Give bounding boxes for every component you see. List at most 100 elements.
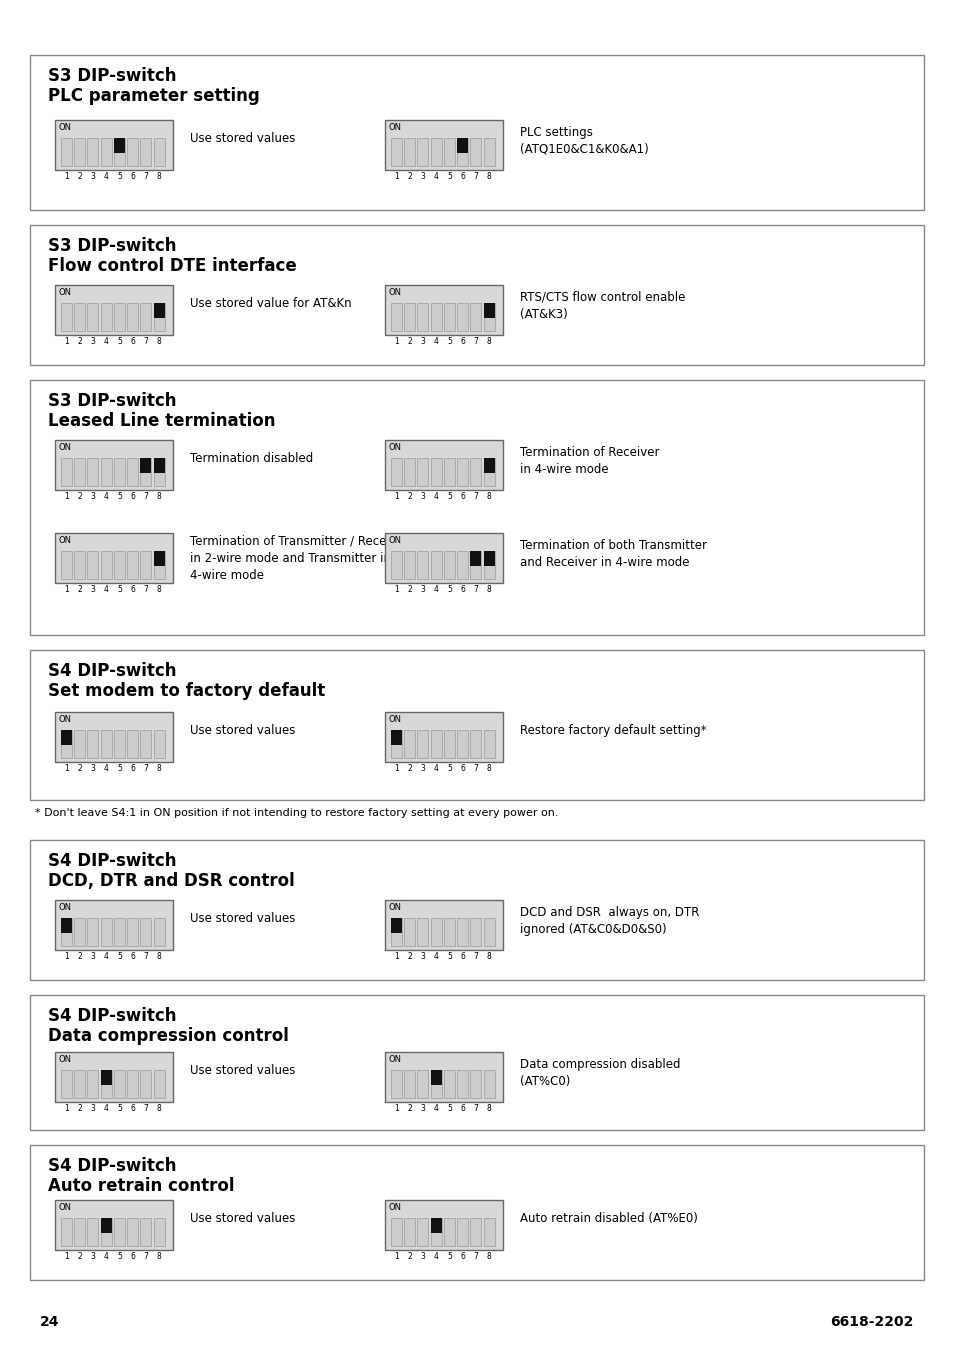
Bar (113, 730, 125, 758)
Bar (153, 458, 165, 486)
Bar (127, 303, 138, 330)
Text: 8: 8 (156, 764, 161, 773)
Bar (140, 458, 152, 486)
Bar (404, 551, 415, 580)
Bar (483, 551, 495, 566)
Bar (30, 650, 923, 800)
Text: 1: 1 (64, 764, 69, 773)
Bar (55, 712, 172, 762)
Text: 5: 5 (117, 492, 122, 501)
Bar (431, 303, 441, 330)
Text: 3: 3 (420, 337, 425, 347)
Text: 8: 8 (156, 172, 161, 181)
Text: ON: ON (59, 288, 71, 297)
Text: Data compression control: Data compression control (48, 1026, 289, 1045)
Text: S4 DIP-switch: S4 DIP-switch (48, 1007, 176, 1025)
Bar (431, 551, 441, 580)
Bar (88, 1070, 98, 1098)
Bar (153, 458, 165, 474)
Bar (74, 303, 85, 330)
Text: DCD, DTR and DSR control: DCD, DTR and DSR control (48, 872, 294, 890)
Text: 3: 3 (420, 492, 425, 501)
Text: 3: 3 (91, 764, 95, 773)
Bar (101, 551, 112, 580)
Text: 4: 4 (434, 172, 438, 181)
Bar (127, 730, 138, 758)
Bar (431, 138, 441, 167)
Bar (55, 1200, 172, 1250)
Text: Data compression disabled
(AT%C0): Data compression disabled (AT%C0) (519, 1057, 679, 1089)
Bar (55, 533, 172, 584)
Bar (74, 1219, 85, 1246)
Bar (470, 458, 481, 486)
Bar (483, 458, 495, 474)
Bar (431, 730, 441, 758)
Text: Termination of both Transmitter
and Receiver in 4-wire mode: Termination of both Transmitter and Rece… (519, 539, 706, 569)
Bar (127, 1070, 138, 1098)
Bar (88, 138, 98, 167)
Bar (470, 1219, 481, 1246)
Text: Termination of Receiver
in 4-wire mode: Termination of Receiver in 4-wire mode (519, 445, 659, 477)
Bar (456, 551, 468, 580)
Text: ON: ON (389, 443, 401, 452)
Text: 5: 5 (447, 764, 452, 773)
Bar (456, 1070, 468, 1098)
Bar (113, 138, 125, 153)
Text: 3: 3 (420, 585, 425, 594)
Bar (404, 1070, 415, 1098)
Bar (113, 918, 125, 946)
Text: 8: 8 (486, 952, 491, 961)
Bar (456, 138, 468, 153)
Bar (88, 1219, 98, 1246)
Text: 6: 6 (131, 764, 135, 773)
Text: 5: 5 (447, 172, 452, 181)
Bar (30, 56, 923, 210)
Bar (431, 1219, 441, 1246)
Bar (443, 918, 455, 946)
Text: 6: 6 (460, 337, 465, 347)
Text: 2: 2 (77, 492, 82, 501)
Bar (470, 138, 481, 167)
Bar (483, 303, 495, 318)
Text: 4: 4 (104, 1104, 109, 1113)
Text: Leased Line termination: Leased Line termination (48, 412, 275, 431)
Bar (431, 1070, 441, 1098)
Text: 2: 2 (407, 764, 412, 773)
Bar (88, 730, 98, 758)
Text: ON: ON (389, 123, 401, 131)
Bar (391, 303, 401, 330)
Bar (431, 1219, 441, 1233)
Text: 4: 4 (104, 172, 109, 181)
Bar (101, 458, 112, 486)
Bar (101, 918, 112, 946)
Text: Flow control DTE interface: Flow control DTE interface (48, 257, 296, 275)
Text: 7: 7 (143, 764, 149, 773)
Text: 6: 6 (460, 492, 465, 501)
Bar (483, 1070, 495, 1098)
Text: ON: ON (389, 903, 401, 913)
Bar (88, 918, 98, 946)
Bar (127, 1219, 138, 1246)
Text: 1: 1 (394, 172, 398, 181)
Text: 1: 1 (64, 492, 69, 501)
Text: 4: 4 (104, 1252, 109, 1261)
Text: 5: 5 (447, 1104, 452, 1113)
Text: 7: 7 (473, 337, 478, 347)
Bar (61, 1070, 71, 1098)
Bar (140, 303, 152, 330)
Bar (470, 303, 481, 330)
Bar (140, 1070, 152, 1098)
Text: 6: 6 (131, 172, 135, 181)
Bar (55, 440, 172, 490)
Bar (140, 730, 152, 758)
Text: 7: 7 (143, 172, 149, 181)
Bar (127, 918, 138, 946)
Bar (61, 1219, 71, 1246)
Bar (456, 458, 468, 486)
Text: 3: 3 (420, 1104, 425, 1113)
Text: 3: 3 (91, 1252, 95, 1261)
Bar (470, 730, 481, 758)
Text: 4: 4 (104, 337, 109, 347)
Text: 7: 7 (143, 1104, 149, 1113)
Bar (30, 839, 923, 980)
